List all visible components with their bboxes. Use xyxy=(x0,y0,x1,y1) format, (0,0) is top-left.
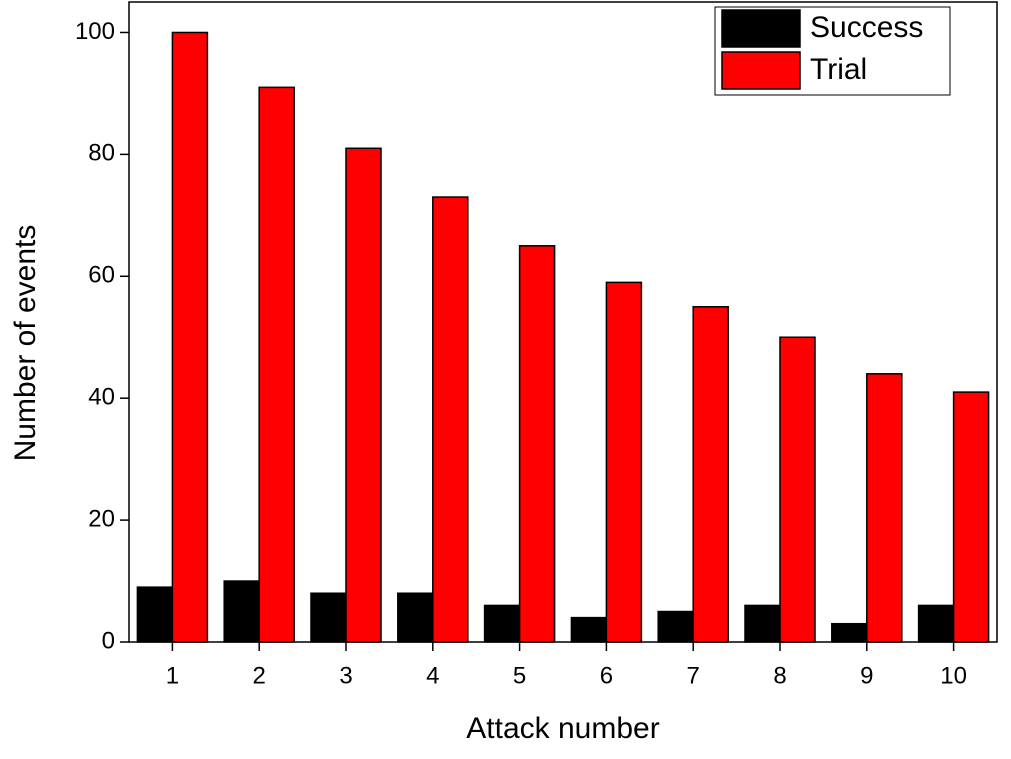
x-tick-label: 8 xyxy=(773,662,786,689)
bar xyxy=(866,373,903,643)
bar xyxy=(779,336,816,643)
x-tick-label: 5 xyxy=(513,662,526,689)
legend-label: Success xyxy=(810,11,923,44)
x-tick-label: 3 xyxy=(339,662,352,689)
x-axis-title: Attack number xyxy=(466,712,659,745)
legend: Success Trial xyxy=(714,6,951,96)
x-tick-label: 1 xyxy=(166,662,179,689)
y-tick-label: 0 xyxy=(102,627,115,654)
bar xyxy=(310,592,347,643)
y-tick-label: 60 xyxy=(88,262,115,289)
bar xyxy=(692,306,729,643)
bar xyxy=(258,86,295,643)
bar xyxy=(657,610,694,643)
bar xyxy=(831,622,868,643)
bar xyxy=(432,196,469,643)
legend-swatch xyxy=(721,51,801,90)
bar xyxy=(483,604,521,643)
y-axis-title: Number of events xyxy=(9,225,42,462)
bar xyxy=(397,592,434,643)
x-tick-label: 9 xyxy=(860,662,873,689)
y-tick-label: 40 xyxy=(88,384,115,411)
y-tick-label: 80 xyxy=(88,140,115,167)
x-tick-label: 2 xyxy=(253,662,266,689)
bar xyxy=(518,245,556,643)
bar xyxy=(345,147,382,643)
x-tick-label: 10 xyxy=(940,662,967,689)
y-tick-label: 100 xyxy=(75,18,115,45)
legend-label: Trial xyxy=(810,53,867,86)
x-tick-label: 7 xyxy=(687,662,700,689)
x-tick-label: 6 xyxy=(600,662,613,689)
bar xyxy=(744,604,781,643)
bar xyxy=(136,586,174,643)
legend-swatch xyxy=(721,9,801,48)
bar xyxy=(917,604,955,643)
bar xyxy=(605,281,643,643)
bar xyxy=(952,391,990,643)
y-tick-label: 20 xyxy=(88,505,115,532)
bar xyxy=(223,580,260,643)
bar xyxy=(171,31,209,643)
bar xyxy=(570,616,608,643)
plot-frame xyxy=(128,1,998,643)
x-tick-label: 4 xyxy=(426,662,439,689)
